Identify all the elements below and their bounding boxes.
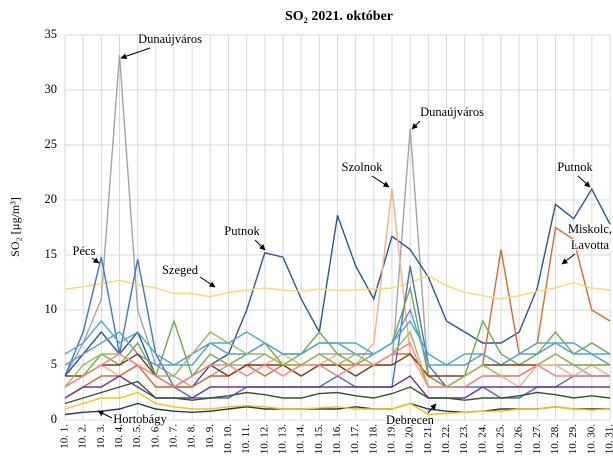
x-tick-label: 10. 29. xyxy=(567,424,579,455)
annotation-arrow xyxy=(411,120,421,130)
x-tick-label: 10. 19. xyxy=(386,424,398,455)
x-tick-label: 10. 3. xyxy=(95,424,107,449)
annotation: Putnok xyxy=(557,160,593,174)
series-line xyxy=(64,275,611,300)
x-tick-label: 10. 5. xyxy=(131,424,143,449)
y-tick-label: 15 xyxy=(45,247,58,261)
x-tick-label: 10. 22. xyxy=(440,424,452,455)
annotation-arrow xyxy=(371,175,390,188)
x-tick-label: 10. 10. xyxy=(222,424,234,455)
annotation: Dunaújváros xyxy=(420,105,484,119)
x-tick-label: 10. 11. xyxy=(240,424,252,454)
annotation: Pécs xyxy=(73,244,96,258)
annotation-arrow xyxy=(254,239,266,251)
annotation: Miskolc, xyxy=(568,222,612,236)
series-line xyxy=(64,391,611,416)
annotation: Szolnok xyxy=(342,160,384,174)
series-line xyxy=(64,319,610,366)
x-tick-label: 10. 20. xyxy=(404,424,416,455)
x-tick-label: 10. 8. xyxy=(186,424,198,449)
y-tick-label: 35 xyxy=(45,27,58,41)
x-tick-label: 10. 9. xyxy=(204,424,216,449)
x-tick-label: 10. 4. xyxy=(113,424,125,449)
annotation: Lavotta xyxy=(571,238,610,252)
x-tick-label: 10. 12. xyxy=(258,424,270,455)
x-tick-label: 10. 1. xyxy=(59,424,71,449)
x-tick-label: 10. 17. xyxy=(349,424,361,455)
y-axis-label: SO₂ [µg/m³] xyxy=(8,197,22,257)
annotation-arrow xyxy=(97,410,113,419)
x-tick-label: 10. 23. xyxy=(458,424,470,455)
x-tick-label: 10. 21. xyxy=(422,424,434,455)
annotation-arrow xyxy=(91,257,100,264)
y-tick-label: 25 xyxy=(45,137,58,151)
y-tick-label: 0 xyxy=(51,412,57,426)
annotation-arrow xyxy=(577,175,591,188)
annotation: Dunaújváros xyxy=(138,32,202,46)
x-tick-label: 10. 26. xyxy=(513,424,525,455)
x-tick-label: 10. 6. xyxy=(149,424,161,449)
x-tick-label: 10. 24. xyxy=(476,424,488,455)
x-tick-label: 10. 2. xyxy=(77,424,89,449)
annotation: Putnok xyxy=(224,224,260,238)
x-tick-label: 10. 25. xyxy=(495,424,507,455)
x-tick-label: 10. 30. xyxy=(585,424,597,455)
annotation: Szeged xyxy=(162,263,199,277)
x-tick-label: 10. 14. xyxy=(295,424,307,455)
x-tick-label: 10. 31. xyxy=(604,424,613,455)
series-line xyxy=(64,341,610,388)
x-tick-label: 10. 7. xyxy=(168,424,180,449)
x-tick-label: 10. 13. xyxy=(277,424,289,455)
series-line xyxy=(64,380,611,405)
chart-title: SO₂ 2021. október xyxy=(285,9,393,24)
x-tick-label: 10. 28. xyxy=(549,424,561,455)
x-tick-label: 10. 27. xyxy=(531,424,543,455)
x-tick-label: 10. 18. xyxy=(367,424,379,455)
y-tick-label: 20 xyxy=(45,192,58,206)
y-tick-label: 30 xyxy=(45,82,58,96)
annotation-arrow xyxy=(427,403,437,414)
y-tick-label: 5 xyxy=(51,357,57,371)
y-tick-label: 10 xyxy=(45,302,58,316)
x-tick-label: 10. 15. xyxy=(313,424,325,455)
x-tick-label: 10. 16. xyxy=(331,424,343,455)
annotation: Debrecen xyxy=(386,413,435,427)
annotation-arrow xyxy=(199,276,216,288)
annotation-arrow xyxy=(561,253,576,265)
annotation-arrow xyxy=(120,47,151,60)
annotation: Hortobágy xyxy=(113,412,167,426)
